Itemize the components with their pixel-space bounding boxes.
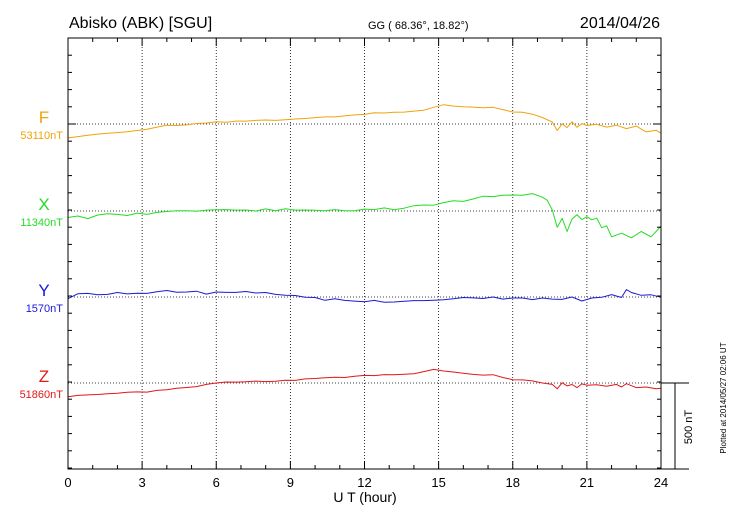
series-name-y: Y <box>38 281 49 300</box>
series-line-f <box>67 104 662 139</box>
x-tick-label: 6 <box>213 475 220 490</box>
series-line-x <box>67 193 662 239</box>
series-line-z <box>67 368 662 398</box>
x-tick-label: 12 <box>357 475 371 490</box>
x-tick-label: 18 <box>506 475 520 490</box>
station-title: Abisko (ABK) [SGU] <box>69 15 212 32</box>
axis-ticks <box>67 37 662 469</box>
plotted-timestamp: Plotted at 2014/05/27 02:06 UT <box>719 342 728 453</box>
series-baseline-y: 1570nT <box>26 303 64 315</box>
scale-bar: 500 nT <box>661 382 695 470</box>
x-tick-label: 0 <box>64 475 71 490</box>
series-name-f: F <box>39 108 49 127</box>
series-name-z: Z <box>39 367 49 386</box>
plot-date: 2014/04/26 <box>580 15 660 32</box>
x-tick-label: 9 <box>287 475 294 490</box>
x-axis-label: U T (hour) <box>333 489 396 505</box>
x-tick-label: 15 <box>431 475 445 490</box>
series-baseline-f: 53110nT <box>20 130 63 142</box>
series-labels: F 53110nT X 11340nT Y 1570nT Z 51860nT <box>20 108 64 401</box>
x-tick-label: 3 <box>139 475 146 490</box>
series-name-x: X <box>38 195 49 214</box>
geographic-coordinates: GG ( 68.36°, 18.82°) <box>368 20 469 32</box>
scale-bar-label: 500 nT <box>683 410 695 445</box>
series-baseline-x: 11340nT <box>20 217 63 229</box>
x-tick-label: 24 <box>654 475 668 490</box>
x-tick-label: 21 <box>580 475 594 490</box>
series-line-y <box>67 289 662 303</box>
series-lines <box>67 104 662 398</box>
grid <box>68 38 661 469</box>
x-tick-labels: 0 3 6 9 12 15 18 21 24 <box>64 475 668 490</box>
series-baseline-z: 51860nT <box>20 389 64 401</box>
